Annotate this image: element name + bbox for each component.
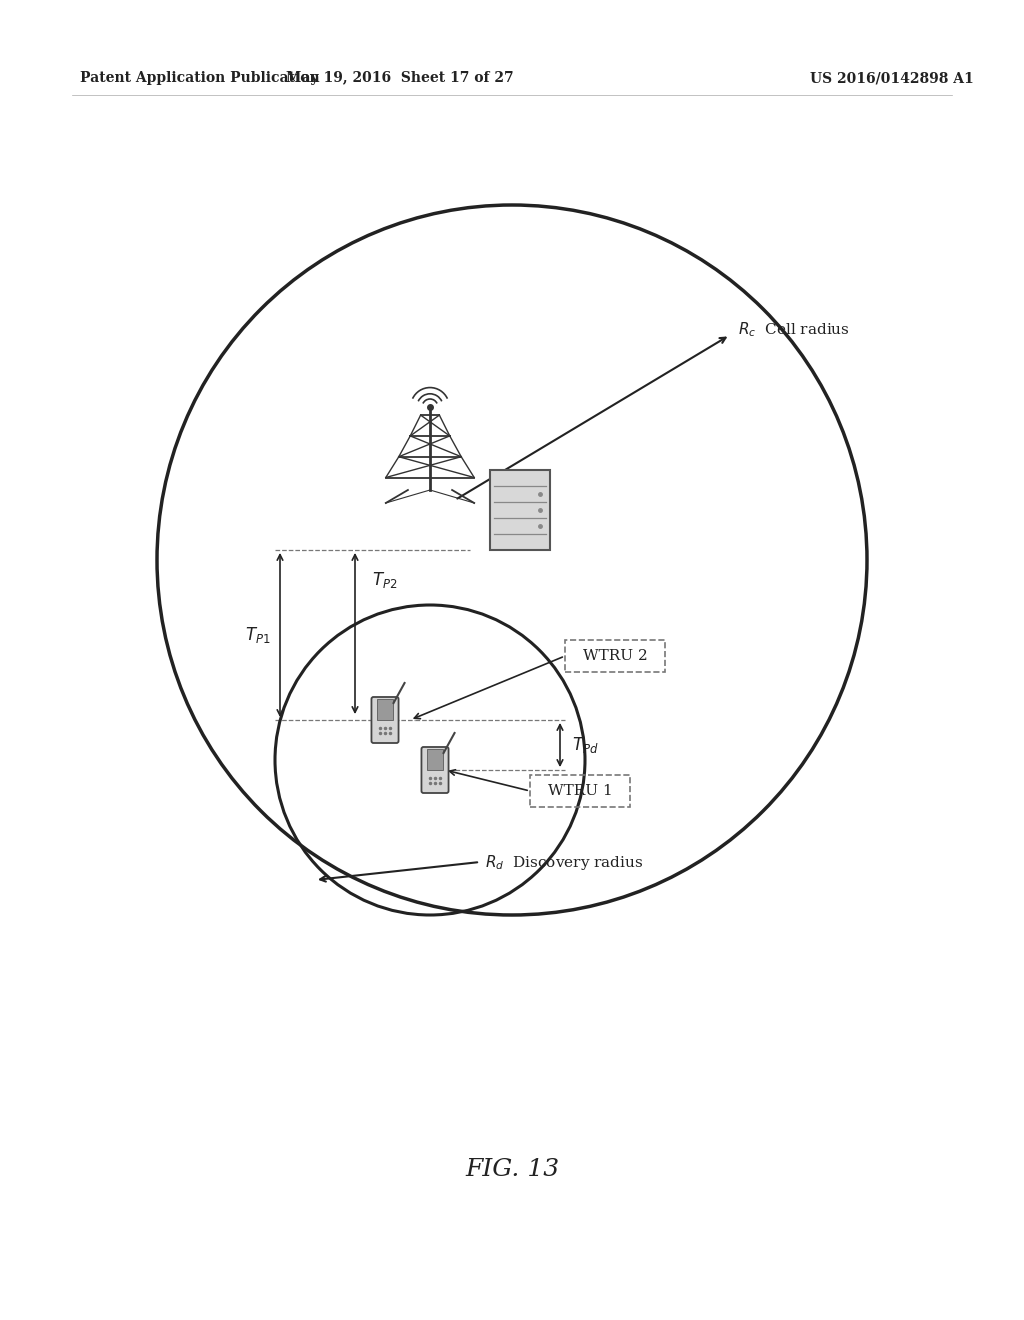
Bar (565, 640, 665, 672)
Bar (377, 700, 393, 719)
FancyBboxPatch shape (422, 747, 449, 793)
Bar (427, 748, 443, 770)
Bar (490, 470, 550, 550)
Text: May 19, 2016  Sheet 17 of 27: May 19, 2016 Sheet 17 of 27 (286, 71, 514, 84)
FancyBboxPatch shape (372, 697, 398, 743)
Text: US 2016/0142898 A1: US 2016/0142898 A1 (810, 71, 974, 84)
Text: Patent Application Publication: Patent Application Publication (80, 71, 319, 84)
Text: $T_{Pd}$: $T_{Pd}$ (571, 735, 598, 755)
Text: $T_{P1}$: $T_{P1}$ (245, 624, 270, 645)
Text: WTRU 1: WTRU 1 (548, 784, 612, 799)
Text: $R_d$  Discovery radius: $R_d$ Discovery radius (485, 853, 643, 871)
Text: FIG. 13: FIG. 13 (465, 1159, 559, 1181)
Bar (530, 775, 630, 807)
Text: WTRU 2: WTRU 2 (583, 649, 647, 663)
Text: $R_c$  Cell radius: $R_c$ Cell radius (738, 321, 850, 339)
Text: $T_{P2}$: $T_{P2}$ (373, 570, 397, 590)
